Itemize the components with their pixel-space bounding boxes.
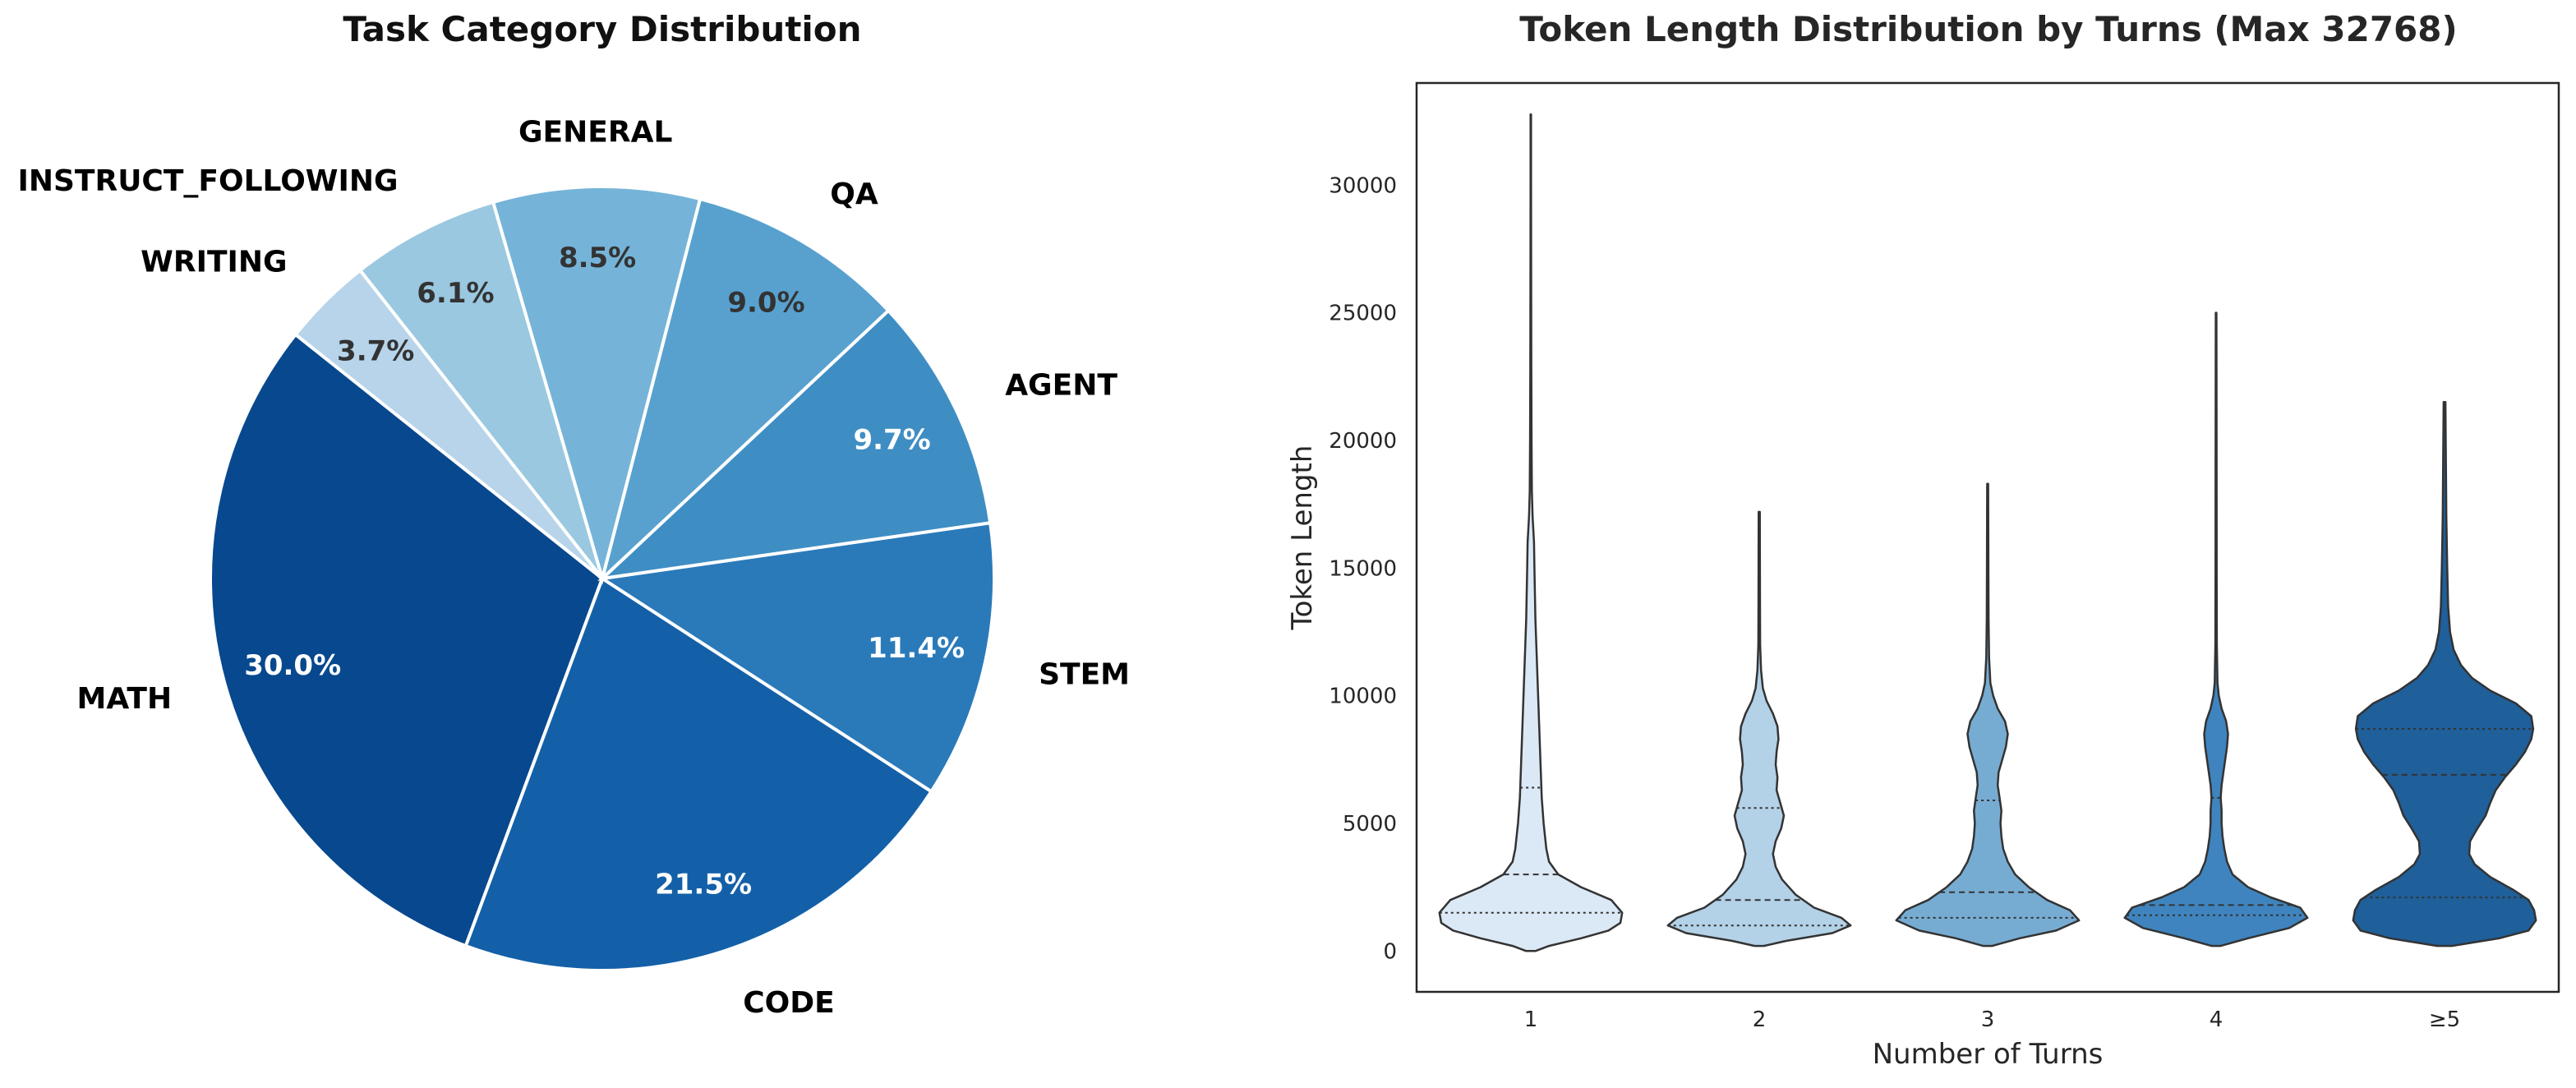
pie-pct-label-math: 30.0%	[244, 649, 341, 682]
violin-chart: Token Length Distribution by Turns (Max …	[1286, 9, 2560, 1071]
y-tick-label: 15000	[1329, 556, 1397, 581]
pie-slice-math	[209, 332, 605, 948]
pie-slice-instruct-following	[357, 200, 604, 580]
pie-pct-label-writing: 3.7%	[337, 335, 414, 368]
violin-3	[1895, 482, 2081, 947]
pie-pct-label-qa: 9.0%	[727, 287, 804, 320]
violin-chart-title: Token Length Distribution by Turns (Max …	[1519, 9, 2457, 49]
violin-body	[1438, 113, 1624, 952]
pie-labels: 30.0% MATH 21.5% CODE 11.4% STEM 9.7% AGENT 9.0%…	[17, 115, 1130, 1020]
pie-category-label-qa: QA	[830, 177, 878, 211]
pie-category-label-general: GENERAL	[518, 115, 672, 149]
pie-slices	[209, 184, 996, 972]
violin-5	[2352, 401, 2537, 947]
x-axis-label: Number of Turns	[1873, 1038, 2104, 1071]
y-tick-label: 25000	[1329, 302, 1397, 326]
violin-body	[2352, 401, 2537, 947]
y-axis-label: Token Length	[1286, 445, 1319, 631]
y-tick-label: 5000	[1343, 812, 1397, 837]
pie-pct-label-instruct-following: 6.1%	[417, 277, 494, 310]
pie-pct-label-code: 21.5%	[655, 868, 752, 901]
pie-slice-code	[463, 575, 934, 972]
y-axis-ticks: 0 5000 10000 15000 20000 25000 30000	[1329, 173, 1397, 964]
pie-category-label-writing: WRITING	[141, 245, 287, 279]
pie-chart-title: Task Category Distribution	[343, 9, 861, 49]
y-tick-label: 30000	[1329, 173, 1397, 198]
pie-slice-general	[491, 184, 703, 585]
y-tick-label: 20000	[1329, 429, 1397, 454]
violin-1	[1438, 113, 1624, 952]
pie-slice-writing	[293, 268, 604, 580]
pie-pct-label-agent: 9.7%	[853, 424, 930, 457]
x-axis-ticks: 1 2 3 4 ≥5	[1524, 1007, 2460, 1032]
y-tick-label: 0	[1383, 939, 1397, 964]
violins	[1438, 113, 2537, 952]
violin-body	[1666, 510, 1852, 947]
pie-category-label-agent: AGENT	[1005, 369, 1117, 403]
pie-pct-label-general: 8.5%	[559, 242, 636, 274]
pie-slice-stem	[597, 520, 996, 794]
x-tick-label: 4	[2210, 1007, 2223, 1032]
violin-4	[2123, 311, 2309, 947]
pie-chart: Task Category Distribution 30.0% MATH 21.5…	[17, 9, 1130, 1020]
pie-category-label-instruct-following: INSTRUCT_FOLLOWING	[17, 164, 398, 198]
violin-body	[1895, 482, 2081, 947]
x-tick-label: 2	[1753, 1007, 1767, 1032]
pie-category-label-math: MATH	[77, 682, 173, 716]
violin-2	[1666, 510, 1852, 947]
x-tick-label: 1	[1524, 1007, 1538, 1032]
x-tick-label: ≥5	[2429, 1007, 2460, 1032]
plot-area-frame	[1415, 81, 2560, 993]
pie-category-label-code: CODE	[743, 986, 835, 1020]
pie-slice-agent	[597, 308, 993, 581]
pie-category-label-stem: STEM	[1039, 658, 1130, 692]
pie-slice-qa	[599, 196, 891, 584]
pie-pct-label-stem: 11.4%	[868, 632, 965, 665]
x-tick-label: 3	[1981, 1007, 1995, 1032]
y-tick-label: 10000	[1329, 685, 1397, 709]
violin-body	[2123, 311, 2309, 947]
